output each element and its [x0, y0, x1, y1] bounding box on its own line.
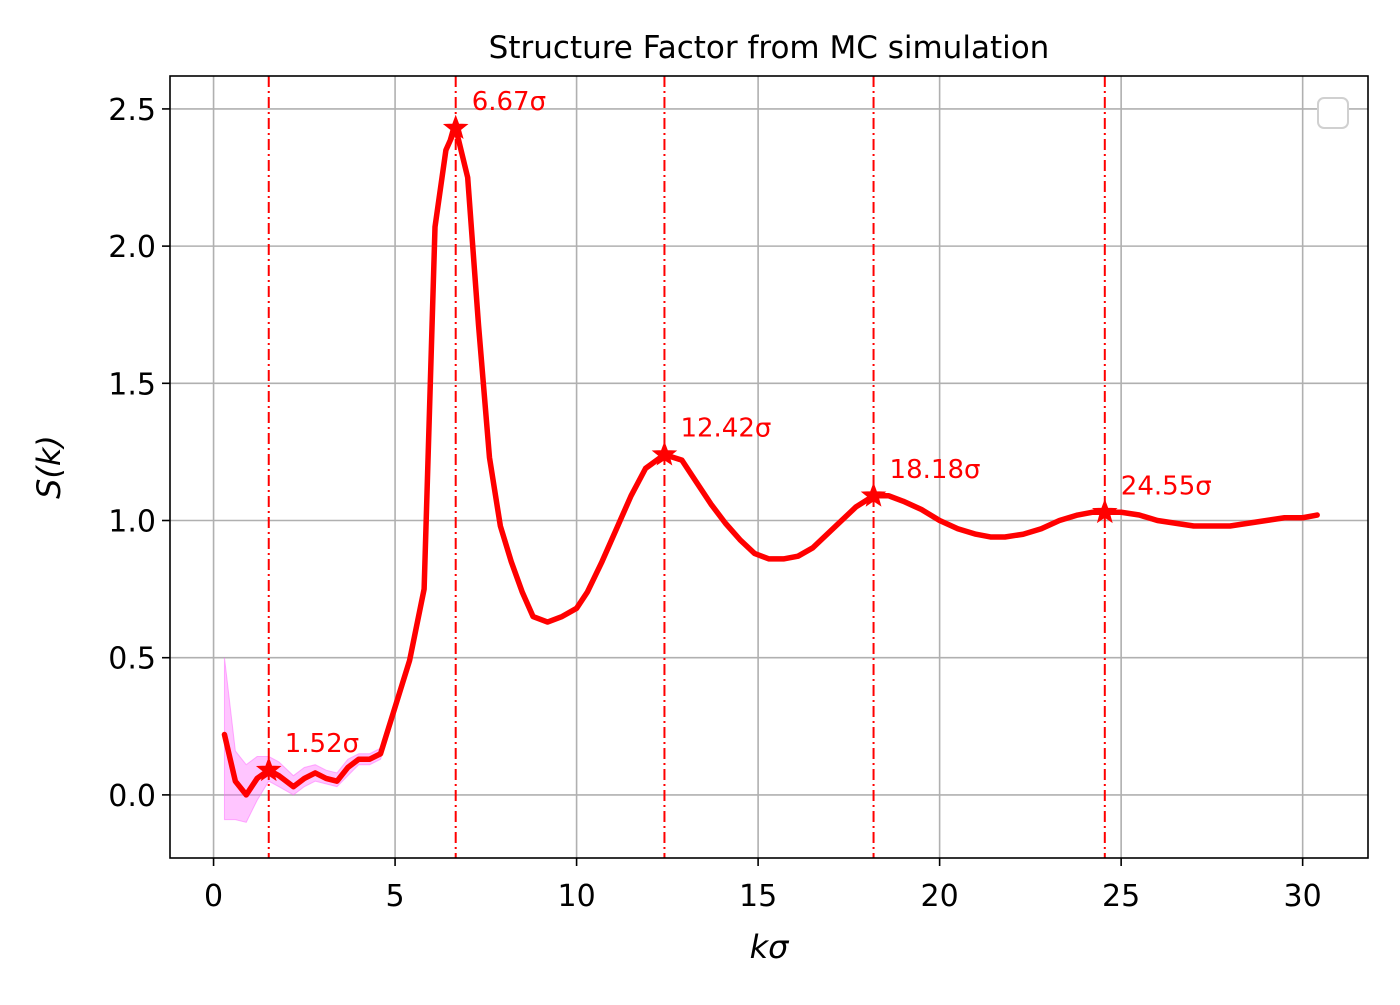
x-tick-label: 25: [1102, 879, 1140, 914]
plot-area: [221, 76, 1320, 858]
x-tick-label: 20: [921, 879, 959, 914]
y-tick-label: 1.5: [108, 367, 156, 402]
peak-star-marker: [1092, 498, 1118, 524]
peak-label: 1.52σ: [285, 729, 359, 759]
peak-label: 12.42σ: [680, 414, 771, 444]
peak-star-marker: [651, 441, 678, 466]
x-tick-label: 5: [386, 879, 405, 914]
peak-markers: 1.52σ 6.67σ 12.42σ 18.18σ 24.55σ: [255, 87, 1212, 782]
peak-star-marker: [860, 482, 887, 507]
peak-star-marker: [255, 756, 282, 782]
y-tick-label: 1.0: [108, 505, 156, 540]
peak-label: 24.55σ: [1121, 471, 1212, 501]
y-axis-label: S(k): [30, 435, 68, 499]
y-tick-label: 0.5: [108, 642, 156, 677]
axes-frame: [169, 75, 1369, 859]
peak-label: 6.67σ: [472, 87, 546, 117]
y-tick-label: 0.0: [108, 779, 156, 814]
x-tick-label: 15: [739, 879, 777, 914]
x-tick-label: 0: [204, 879, 223, 914]
x-tick-label: 10: [558, 879, 596, 914]
x-axis-label: kσ: [750, 928, 791, 966]
y-tick-label: 2.0: [108, 230, 156, 265]
x-tick-label: 30: [1284, 879, 1322, 914]
peak-label: 18.18σ: [890, 455, 981, 485]
sk-line: [221, 125, 1320, 798]
peak-star-marker: [442, 114, 469, 140]
chart-title: Structure Factor from MC simulation: [489, 30, 1050, 66]
y-tick-label: 2.5: [108, 93, 156, 128]
legend-box: [1317, 97, 1349, 129]
axis-ticks: 0 5 10 15 20 25 30 0.0 0.5 1.0 1.5 2.0 2.5: [108, 93, 1321, 914]
